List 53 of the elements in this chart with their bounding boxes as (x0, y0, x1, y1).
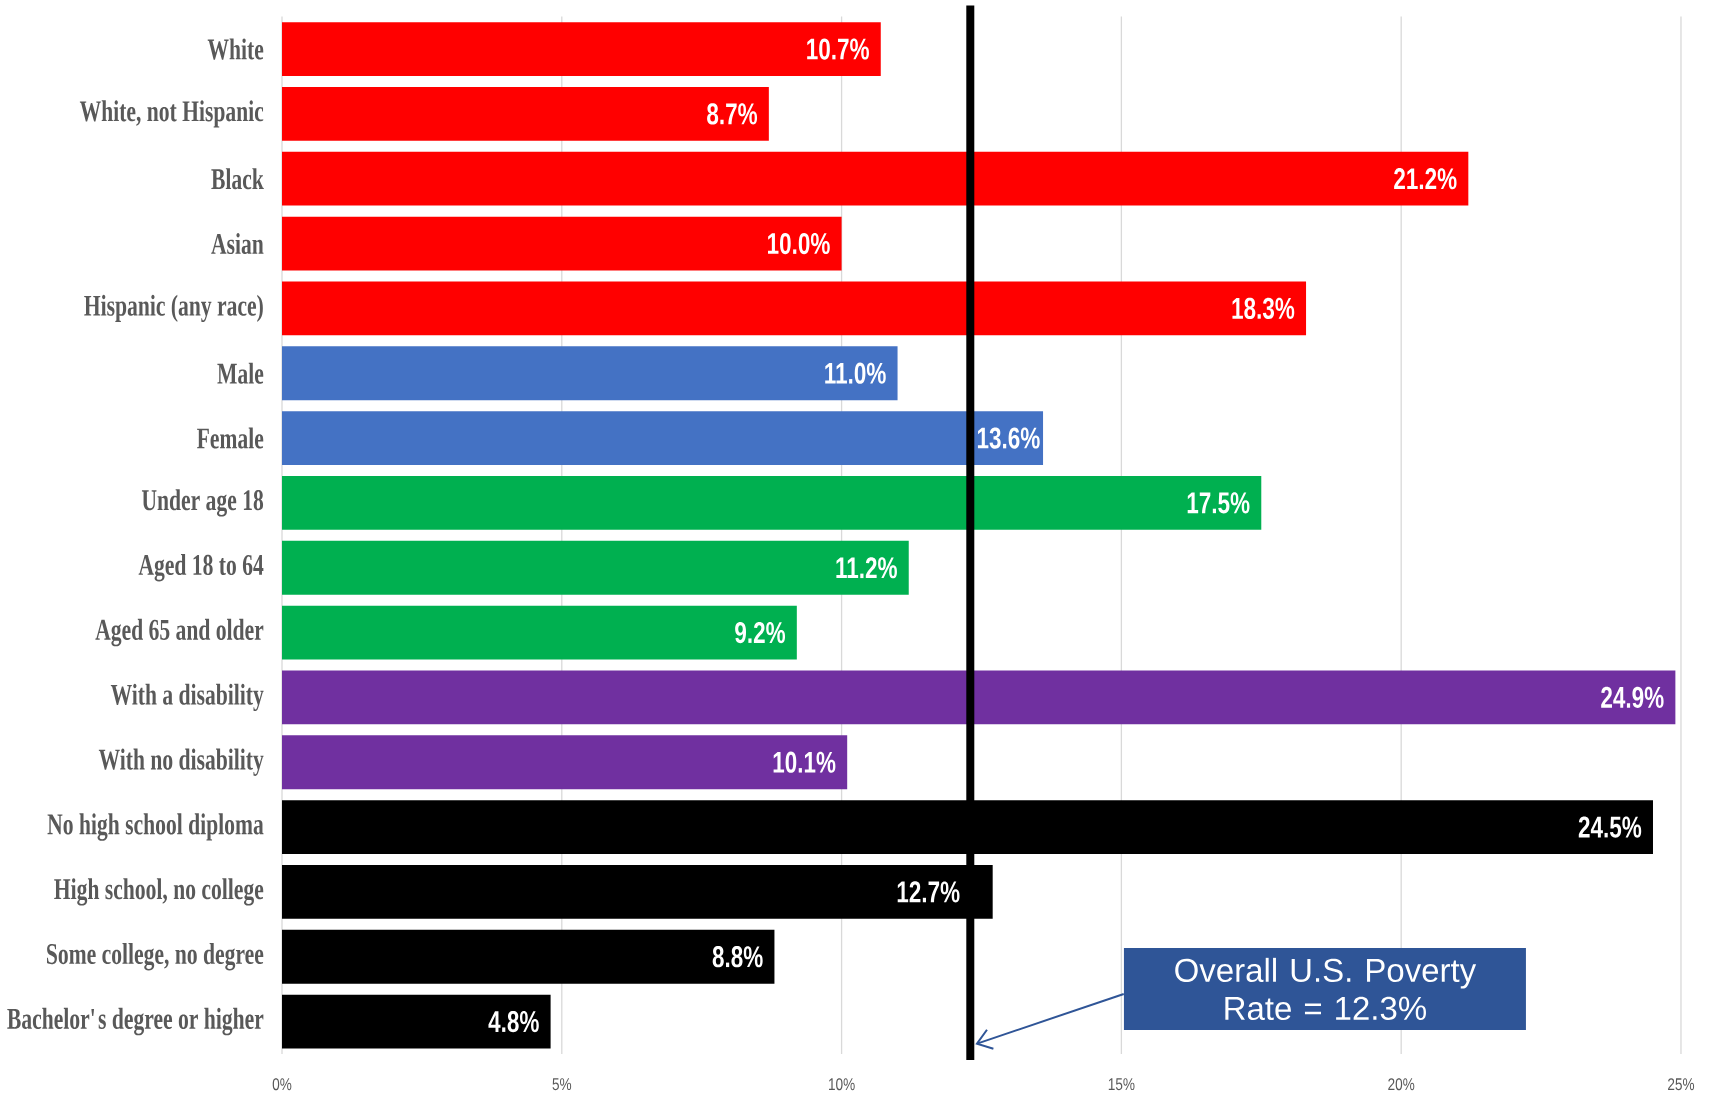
y-tick-label: Some college, no degree (47, 943, 264, 971)
x-tick-label: 10% (829, 1078, 855, 1091)
bar (282, 670, 1676, 725)
y-tick-label: Aged 18 to 64 (138, 554, 264, 582)
x-tick-label: 5% (552, 1078, 572, 1091)
bar (282, 346, 898, 401)
data-label: 24.5% (1578, 816, 1642, 838)
data-label: 10.0% (768, 232, 830, 255)
data-label: 12.7% (897, 881, 960, 903)
y-tick-label: Asian (211, 233, 264, 255)
bar (282, 22, 881, 76)
bar (282, 929, 775, 984)
data-label: 18.3% (1232, 297, 1295, 320)
y-tick-label: Bachelor's degree or higher (7, 1007, 264, 1036)
y-tick-label: Male (217, 362, 264, 384)
data-label: 11.0% (825, 362, 886, 384)
x-tick-label: 20% (1388, 1078, 1415, 1091)
data-label: 10.1% (773, 751, 836, 773)
y-tick-label: Under age 18 (141, 489, 264, 517)
bar (282, 994, 551, 1049)
data-label: 21.2% (1394, 168, 1457, 190)
y-tick-label: High school, no college (54, 878, 264, 906)
data-label: 10.7% (807, 38, 869, 60)
x-tick-label: 25% (1668, 1078, 1695, 1091)
y-tick-label: Aged 65 and older (95, 618, 264, 647)
data-label: 8.7% (707, 103, 758, 125)
data-label: 13.6% (977, 427, 1040, 449)
data-label: 24.9% (1601, 686, 1664, 709)
annotation: Overall U.S. Poverty Rate = 12.3% (1175, 957, 1477, 1021)
data-label: 4.8% (488, 1010, 539, 1033)
x-tick-label: 15% (1108, 1078, 1135, 1091)
bar (282, 475, 1262, 530)
bar (282, 281, 1307, 336)
y-tick-label: No high school diploma (47, 813, 264, 841)
y-tick-label: Female (197, 427, 264, 449)
bar (282, 216, 842, 271)
data-label: 8.8% (712, 946, 763, 968)
y-tick-label: With no disability (98, 748, 264, 776)
data-label: 11.2% (836, 557, 897, 579)
y-tick-label: White (207, 38, 264, 60)
bar (282, 605, 797, 660)
bar (282, 86, 769, 141)
x-tick-label: 0% (272, 1078, 292, 1091)
data-label: 17.5% (1187, 492, 1250, 514)
y-tick-label: Hispanic (any race) (84, 294, 263, 323)
y-tick-label: With a disability (110, 683, 264, 712)
y-tick-label: Black (211, 168, 264, 190)
bar (282, 540, 909, 595)
data-label: 9.2% (735, 621, 786, 644)
bar (282, 151, 1469, 206)
bar (282, 411, 1044, 465)
y-tick-label: White, not Hispanic (79, 100, 264, 128)
bar (282, 735, 848, 790)
